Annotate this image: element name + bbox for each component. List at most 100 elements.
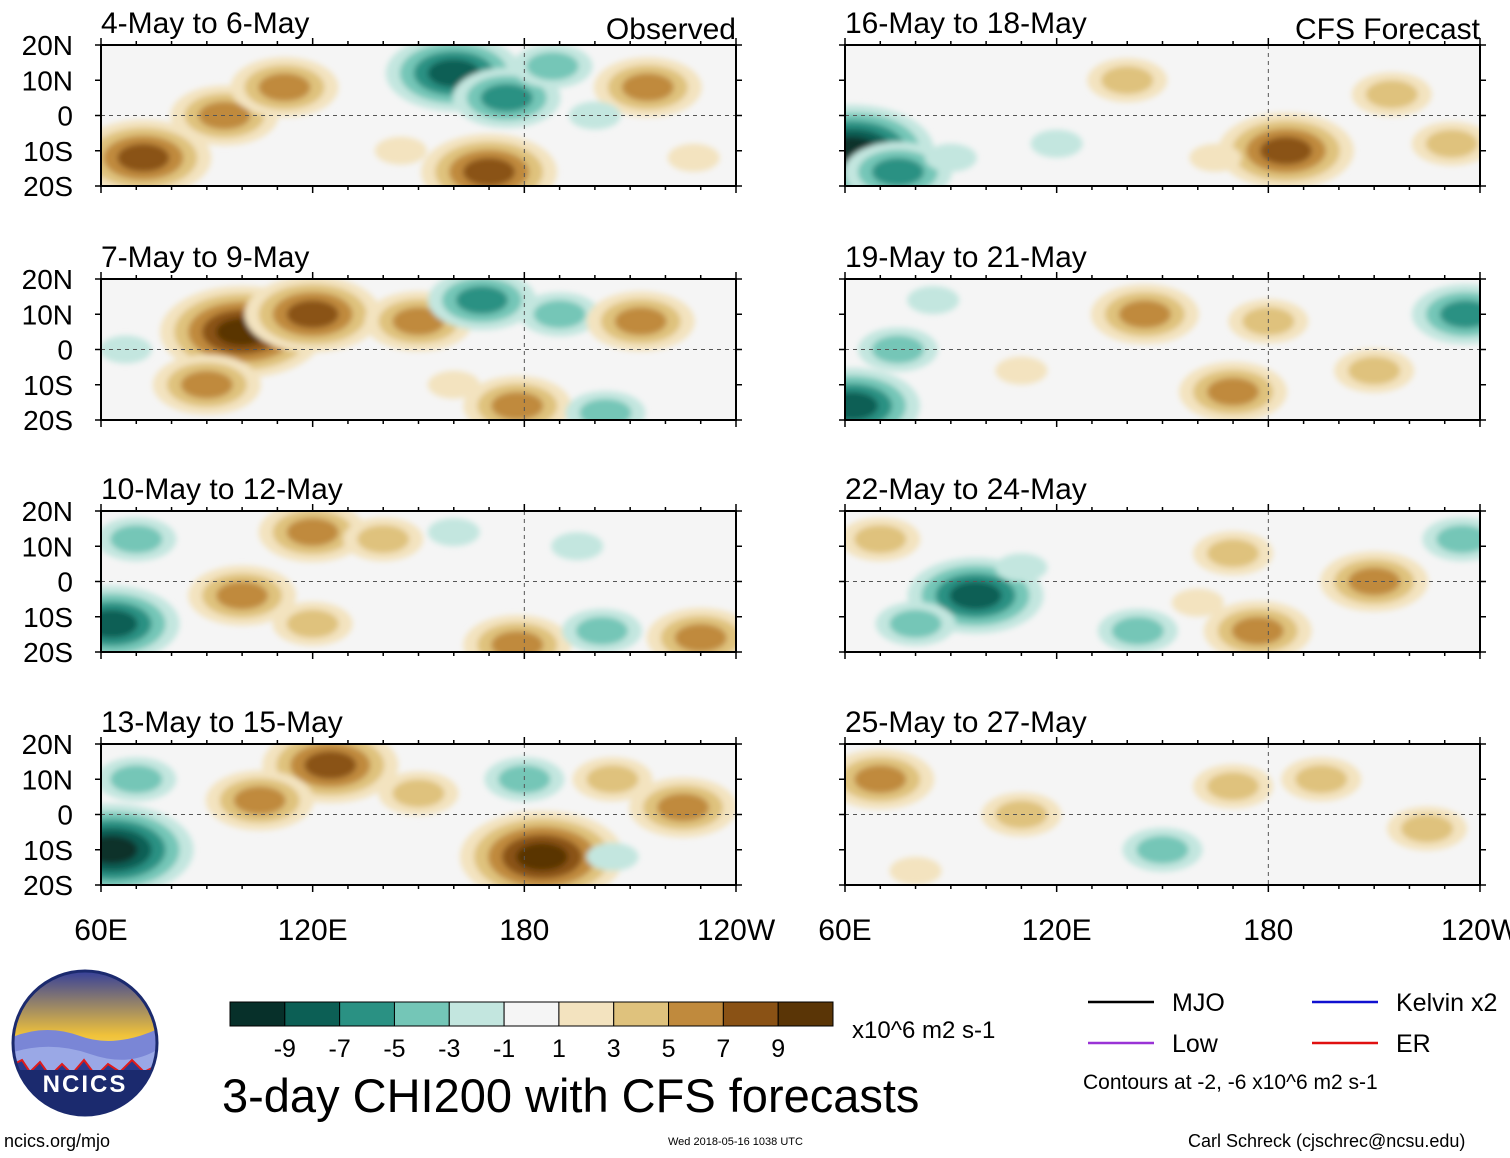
anomaly-blob	[845, 391, 879, 420]
panel-8: 25-May to 27-May 60E 120E 180 120W	[818, 706, 1510, 947]
y-tick-label: 10N	[22, 65, 73, 96]
anomaly-blob	[491, 391, 544, 420]
anomaly-blob	[889, 609, 942, 638]
colorbar-tick-label: 1	[552, 1035, 566, 1063]
anomaly-blob	[871, 335, 924, 364]
colorbar-bin	[229, 1001, 286, 1027]
panel-period: 7-May to 9-May	[101, 241, 309, 274]
anomaly-blob	[1171, 588, 1224, 617]
y-tick-label: 10N	[22, 299, 73, 330]
anomaly-blob	[304, 751, 357, 780]
colorbar-bin	[284, 1001, 341, 1027]
anomaly-blob	[1348, 356, 1401, 385]
y-tick-label: 0	[57, 800, 73, 831]
panel-4: 20N 10N 0 10S 20S 13-May to 15-May 60E 120E 180 1…	[22, 706, 776, 947]
anomaly-blob	[924, 143, 977, 172]
y-tick-label: 20S	[23, 637, 73, 668]
anomaly-blob	[995, 553, 1048, 582]
colorbar-tick-label: -3	[438, 1035, 460, 1063]
x-tick-label: 120E	[1022, 914, 1092, 947]
anomaly-blob	[614, 307, 667, 336]
anomaly-blob	[515, 842, 568, 871]
legend-label-low: Low	[1172, 1030, 1219, 1058]
anomaly-blob	[907, 286, 960, 315]
colorbar-bin	[339, 1001, 395, 1027]
anomaly-blob	[579, 398, 632, 420]
colorbar-bin	[393, 1001, 450, 1027]
x-tick-label: 180	[499, 914, 549, 947]
anomaly-blob	[286, 518, 339, 547]
colorbar-tick-label: -5	[383, 1035, 405, 1063]
panel-5: 16-May to 18-May CFS Forecast	[839, 7, 1486, 193]
anomaly-blob	[1207, 772, 1260, 801]
anomaly-blob	[258, 73, 311, 102]
legend-label-er: ER	[1396, 1030, 1431, 1058]
anomaly-blob	[1101, 66, 1154, 95]
panel-6: 19-May to 21-May	[839, 241, 1486, 427]
anomaly-blob	[427, 518, 480, 547]
anomaly-blob	[1436, 525, 1480, 554]
panel-period: 13-May to 15-May	[101, 706, 343, 739]
anomaly-blob	[456, 286, 508, 315]
y-tick-label: 10S	[23, 370, 73, 401]
anomaly-blob	[533, 300, 586, 329]
panel-2: 20N 10N 0 10S 20S 7-May to 9-May	[22, 241, 742, 436]
colorbar-tick-label: 7	[716, 1035, 730, 1063]
anomaly-field	[101, 511, 736, 652]
anomaly-blob	[657, 793, 710, 822]
colorbar-bin	[448, 1001, 505, 1027]
anomaly-blob	[1365, 80, 1418, 109]
anomaly-field	[845, 45, 1480, 186]
panel-7: 22-May to 24-May	[839, 473, 1486, 659]
y-tick-label: 0	[57, 101, 73, 132]
anomaly-field	[845, 744, 1480, 885]
legend: MJO Low Kelvin x2 ER	[1088, 989, 1497, 1058]
panel-period: 25-May to 27-May	[845, 706, 1087, 739]
y-tick-label: 10S	[23, 136, 73, 167]
y-tick-label: 10N	[22, 764, 73, 795]
anomaly-blob	[1259, 136, 1312, 165]
y-tick-label: 10S	[23, 835, 73, 866]
anomaly-blob	[110, 765, 163, 794]
anomaly-blob	[871, 157, 924, 186]
logo-text: NCICS	[43, 1071, 128, 1098]
panels-layer: 20N 10N 0 10S 20S 4-May to 6-May Observed 20N 10…	[22, 7, 1510, 947]
panel-period: 10-May to 12-May	[101, 473, 343, 506]
anomaly-blob	[233, 786, 286, 815]
footer-url[interactable]: ncics.org/mjo	[4, 1131, 111, 1151]
colorbar-units: x10^6 m2 s-1	[852, 1017, 995, 1044]
anomaly-blob	[1136, 835, 1189, 864]
colorbar-bin	[668, 1001, 724, 1027]
colorbar-tick-label: 5	[662, 1035, 676, 1063]
anomaly-blob	[101, 835, 138, 864]
anomaly-blob	[621, 73, 674, 102]
anomaly-blob	[854, 765, 907, 794]
anomaly-blob	[551, 532, 604, 561]
x-tick-label: 180	[1243, 914, 1293, 947]
anomaly-blob	[392, 779, 445, 808]
colorbar-tick-label: 3	[607, 1035, 621, 1063]
colorbar-tick-label: -9	[274, 1035, 296, 1063]
colorbar-tick-label: -1	[493, 1035, 515, 1063]
panel-period: 22-May to 24-May	[845, 473, 1087, 506]
x-tick-label: 60E	[818, 914, 871, 947]
colorbar-bin	[722, 1001, 779, 1027]
legend-label-mjo: MJO	[1172, 989, 1225, 1017]
anomaly-blob	[526, 52, 579, 81]
anomaly-field	[845, 511, 1480, 652]
colorbar-bin	[777, 1001, 834, 1027]
y-tick-label: 20S	[23, 171, 73, 202]
anomaly-blob	[1030, 129, 1083, 158]
anomaly-blob	[1111, 616, 1164, 645]
x-tick-label: 120E	[278, 914, 348, 947]
anomaly-blob	[1231, 616, 1284, 645]
y-tick-label: 20S	[23, 405, 73, 436]
y-tick-label: 0	[57, 567, 73, 598]
anomaly-blob	[180, 370, 233, 399]
anomaly-blob	[854, 525, 907, 554]
anomaly-blob	[889, 856, 942, 885]
footer-author: Carl Schreck (cjschrec@ncsu.edu)	[1188, 1131, 1466, 1151]
anomaly-blob	[392, 307, 445, 336]
x-tick-label: 120W	[697, 914, 776, 947]
